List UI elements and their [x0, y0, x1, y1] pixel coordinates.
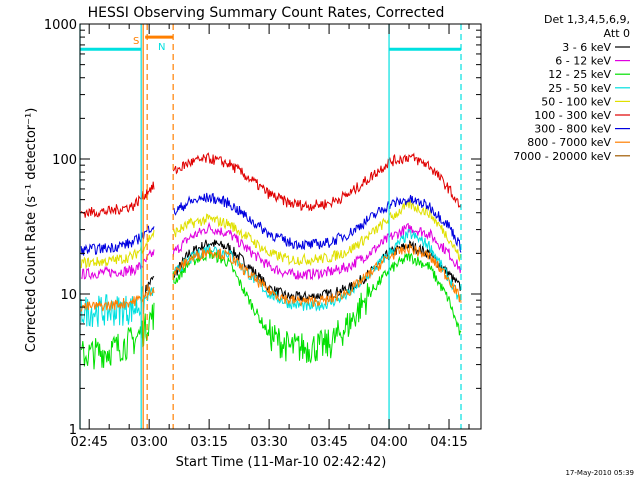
legend-label: 6 - 12 keV: [555, 55, 611, 68]
chart-title: HESSI Observing Summary Count Rates, Cor…: [88, 5, 445, 21]
x-tick-label: 03:30: [250, 435, 287, 450]
legend-label: 100 - 300 keV: [534, 109, 611, 122]
series-line-6-seg-0: [80, 225, 155, 256]
plot-frame: [79, 23, 482, 430]
x-axis-label: Start Time (11-Mar-10 02:42:42): [176, 455, 387, 470]
y-axis-label: Corrected Count Rate (s⁻¹ detector⁻¹): [24, 108, 39, 353]
series-line-1-seg-0: [81, 248, 155, 281]
x-tick-label: 02:45: [70, 435, 107, 450]
plot-area: [79, 24, 462, 429]
series-line-7-seg-1: [172, 243, 462, 308]
series-line-5-seg-1: [172, 152, 462, 212]
x-tick-label: 03:15: [190, 435, 227, 450]
series-line-1-seg-1: [172, 221, 462, 281]
legend-title-line-1: Det 1,3,4,5,6,9,: [544, 13, 630, 26]
series-line-6-seg-1: [173, 192, 462, 253]
x-tick-label: 04:15: [430, 435, 467, 450]
flag-label-night: N: [158, 42, 165, 53]
legend-label: 25 - 50 keV: [548, 82, 611, 95]
legend-label: 300 - 800 keV: [534, 123, 611, 136]
y-tick-label: 1000: [44, 18, 77, 33]
series-line-7-seg-0: [80, 286, 155, 312]
flag-label-saa: S: [133, 36, 139, 47]
legend-label: 800 - 7000 keV: [527, 136, 611, 149]
series-line-4-seg-0: [80, 229, 155, 269]
legend-label: 3 - 6 keV: [562, 41, 611, 54]
x-tick-label: 03:45: [310, 435, 347, 450]
legend-label: 50 - 100 keV: [541, 95, 611, 108]
series-line-2-seg-1: [172, 248, 462, 364]
legend-title-line-2: Att 0: [604, 27, 630, 40]
y-tick-label: 1: [69, 423, 77, 438]
legend-label: 7000 - 20000 keV: [513, 150, 611, 163]
y-tick-label: 100: [52, 153, 77, 168]
x-tick-label: 03:00: [130, 435, 167, 450]
timestamp: 17-May-2010 05:39: [565, 469, 634, 477]
legend-label: 12 - 25 keV: [548, 68, 611, 81]
series-line-5-seg-0: [80, 181, 155, 218]
axes: 1 10 100 1000 02:45 03:00 03:15 03:30 03:45 04:00…: [44, 18, 481, 450]
y-tick-label: 10: [60, 288, 77, 303]
x-tick-label: 04:00: [370, 435, 407, 450]
series-line-0-seg-1: [172, 239, 462, 303]
series-line-2-seg-0: [80, 302, 155, 370]
